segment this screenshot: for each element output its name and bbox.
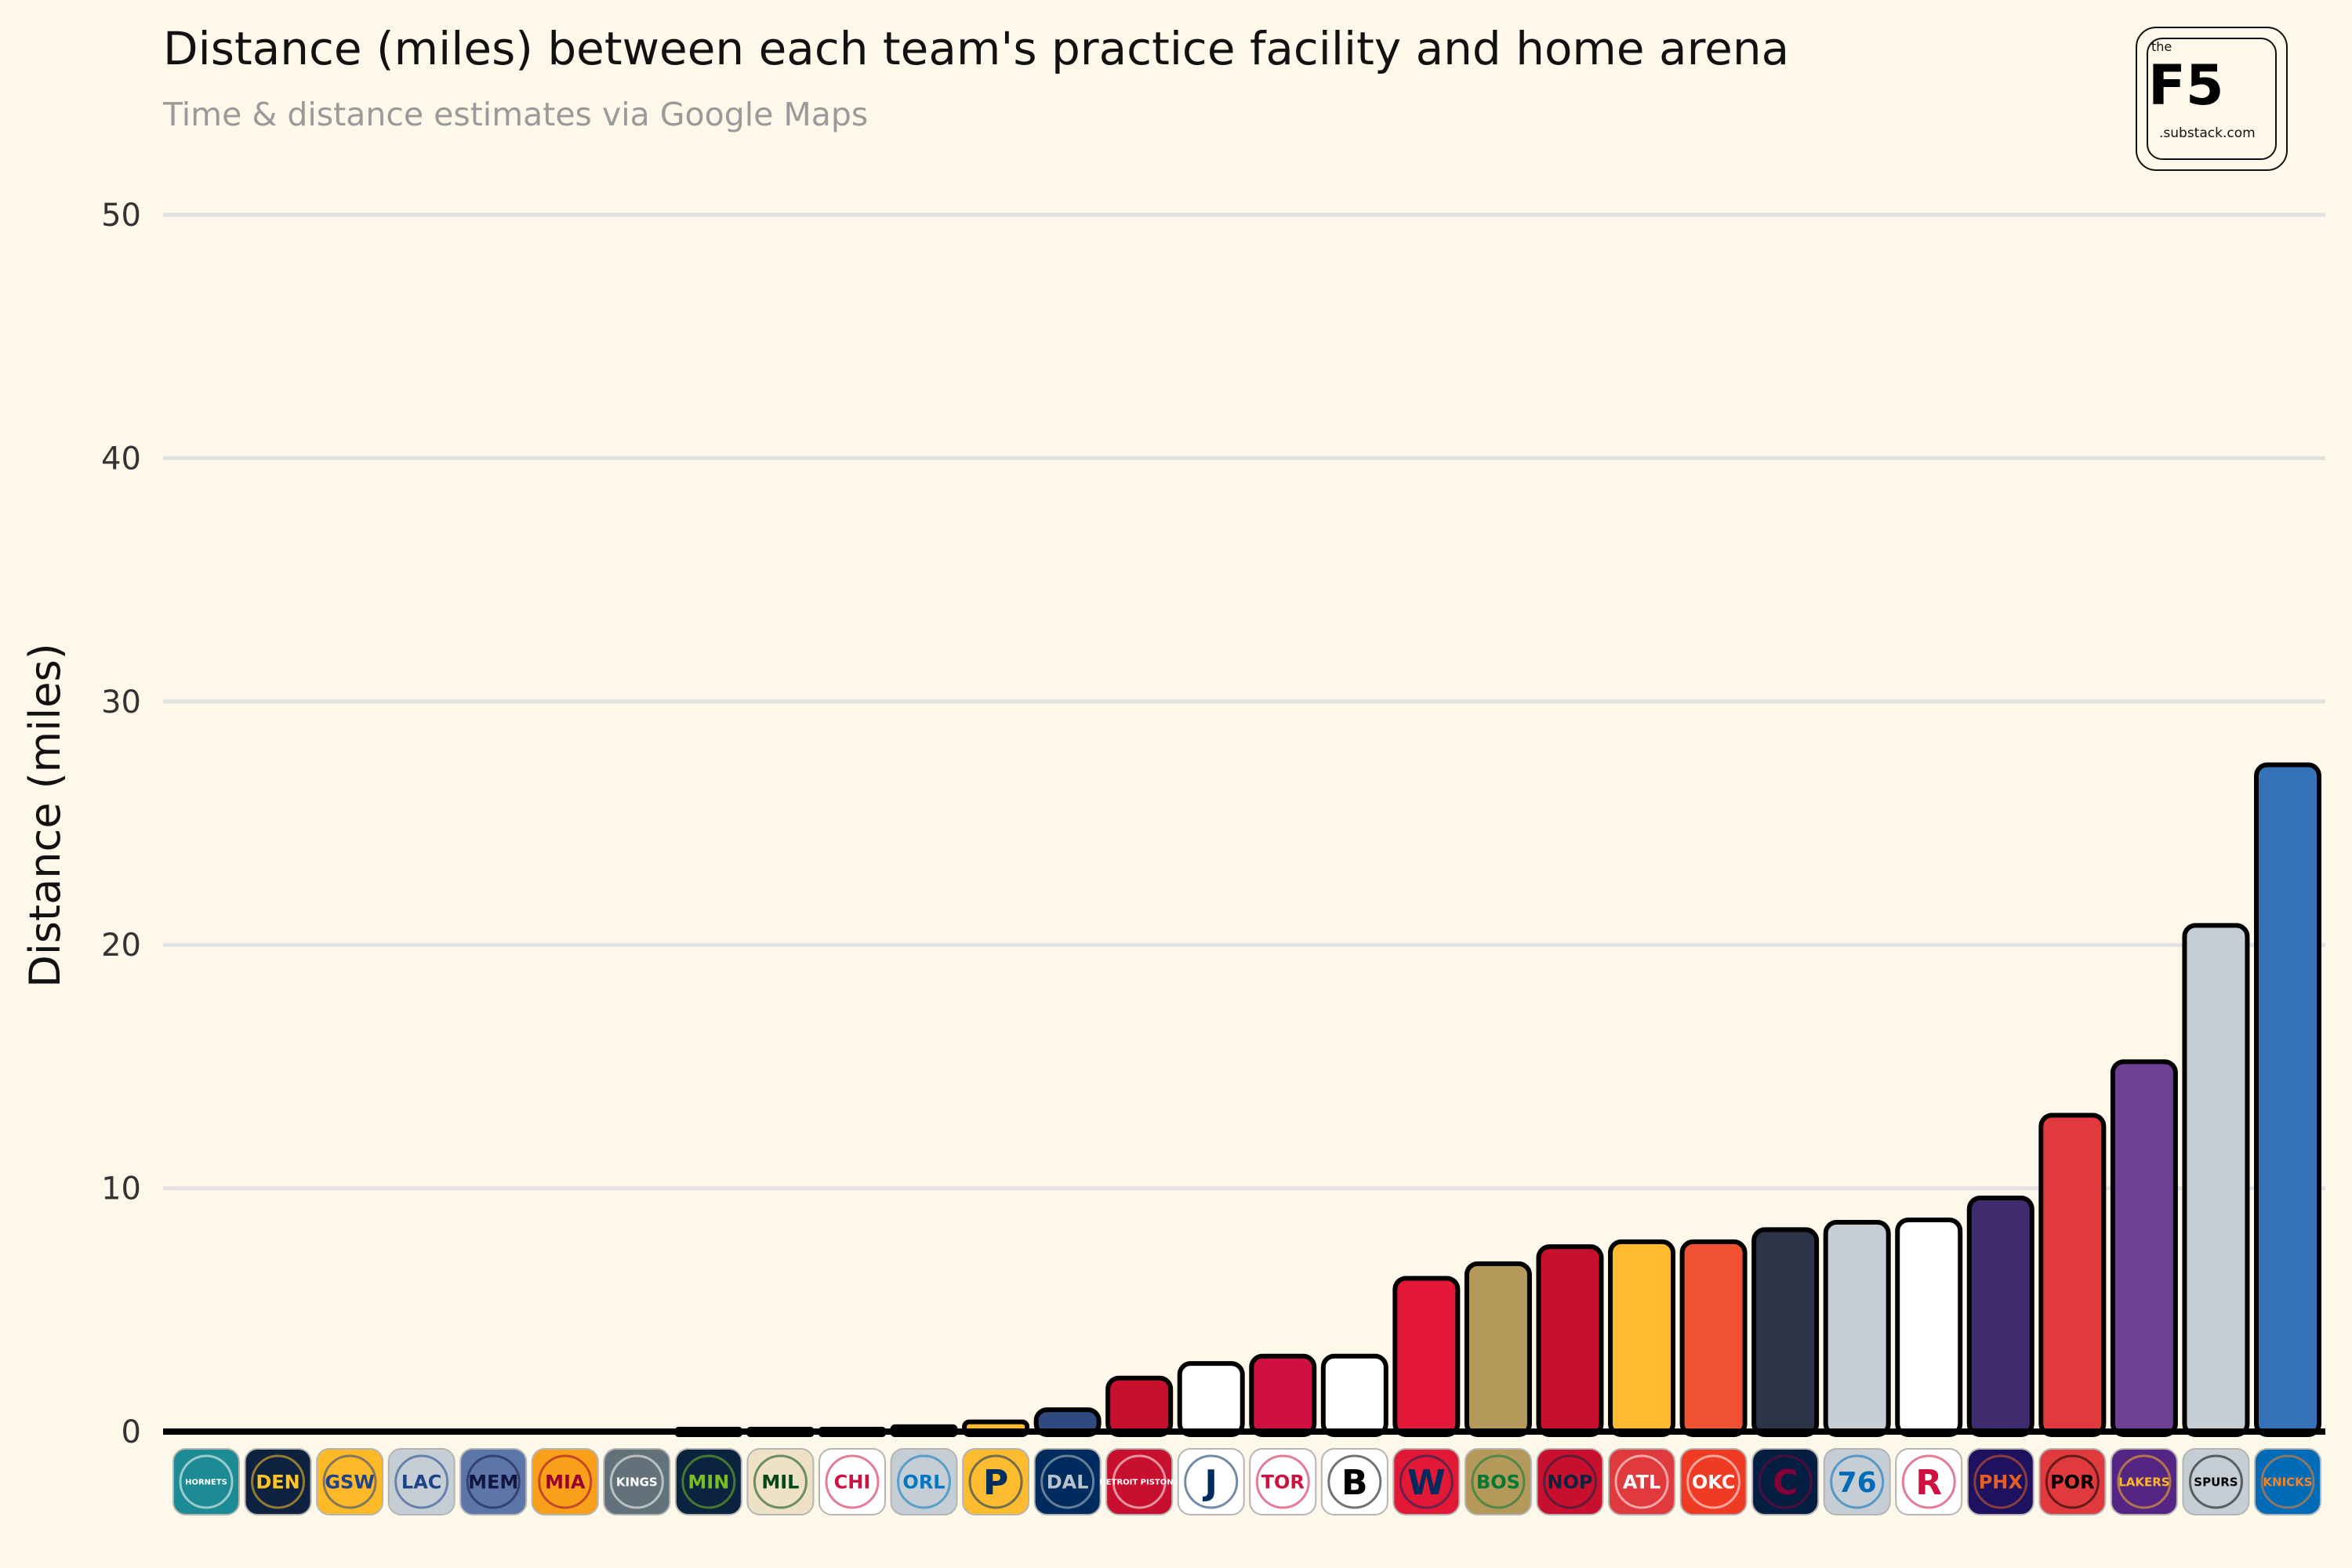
team-logo-text: OKC — [1692, 1472, 1736, 1494]
team-logo-text: J — [1203, 1463, 1218, 1503]
f5-substack-logo: the F5 .substack.com — [2136, 27, 2288, 171]
team-logo-text: W — [1407, 1463, 1446, 1503]
y-tick-label: 30 — [101, 684, 141, 720]
team-logo-text: GSW — [325, 1472, 374, 1494]
team-logo-text: B — [1341, 1463, 1368, 1503]
grizzlies-logo: MEM — [459, 1448, 528, 1515]
team-logo-text: C — [1773, 1463, 1798, 1503]
team-logo-text: DEN — [256, 1472, 299, 1494]
clippers-logo: LAC — [387, 1448, 456, 1515]
team-logo-text: PHX — [1979, 1472, 2024, 1494]
team-logo-text: R — [1915, 1463, 1942, 1503]
bar-raptors — [1249, 1353, 1317, 1437]
nets-logo: B — [1320, 1448, 1388, 1515]
suns-logo: PHX — [1966, 1448, 2034, 1515]
sixers-logo: 76 — [1823, 1448, 1891, 1515]
team-logo-text: KNICKS — [2263, 1475, 2312, 1489]
pacers-logo: P — [962, 1448, 1030, 1515]
team-logo-text: CHI — [834, 1472, 871, 1494]
y-axis-ticks: 0 10 20 30 40 50 — [101, 198, 141, 1450]
bar-celtics — [1464, 1261, 1532, 1437]
bar-nets — [1320, 1353, 1388, 1437]
raptors-logo: TOR — [1249, 1448, 1317, 1515]
y-tick-label: 10 — [101, 1171, 141, 1207]
team-logo-text: ATL — [1623, 1472, 1661, 1494]
kings-logo: KINGS — [603, 1448, 671, 1515]
bar-trail-blazers — [2038, 1112, 2107, 1437]
bar-jazz — [1177, 1361, 1245, 1438]
mavericks-logo: DAL — [1033, 1448, 1102, 1515]
bar-knicks — [2254, 762, 2321, 1437]
bucks-logo: MIL — [746, 1448, 815, 1515]
bar-lakers — [2110, 1059, 2178, 1438]
team-logos: HORNETS DEN GSW LAC MEM MIA KINGS MIN MIL CHI ORL P… — [172, 1448, 2321, 1515]
logo-domain-text: .substack.com — [2159, 125, 2256, 141]
heat-logo: MIA — [531, 1448, 599, 1515]
team-logo-text: MIN — [688, 1472, 729, 1494]
chart-subtitle: Time & distance estimates via Google Map… — [163, 96, 869, 133]
warriors-logo: GSW — [316, 1448, 384, 1515]
team-logo-text: DETROIT PISTONS — [1100, 1479, 1179, 1487]
team-logo-text: KINGS — [616, 1475, 658, 1489]
bar-pistons — [1105, 1375, 1174, 1438]
bar-spurs — [2182, 923, 2250, 1438]
bar-thunder — [1679, 1239, 1748, 1437]
jazz-logo: J — [1177, 1448, 1245, 1515]
y-tick-label: 0 — [122, 1414, 141, 1450]
wizards-logo: W — [1392, 1448, 1461, 1515]
logo-big-text: F5 — [2148, 53, 2224, 118]
bar-cavaliers — [1751, 1227, 1820, 1438]
y-axis-label: Distance (miles) — [20, 643, 70, 987]
team-logo-text: BOS — [1476, 1472, 1520, 1494]
lakers-logo: LAKERS — [2110, 1448, 2178, 1515]
rockets-logo: R — [1895, 1448, 1963, 1515]
chart-title: Distance (miles) between each team's pra… — [163, 22, 1790, 75]
bar-76ers — [1823, 1220, 1891, 1438]
bar-pelicans — [1536, 1244, 1604, 1437]
hornets-logo: HORNETS — [172, 1448, 240, 1515]
bulls-logo: CHI — [818, 1448, 886, 1515]
trailblazers-logo: POR — [2038, 1448, 2107, 1515]
bar-rockets — [1895, 1217, 1963, 1438]
team-logo-text: POR — [2050, 1472, 2094, 1494]
team-logo-text: P — [983, 1463, 1008, 1503]
team-logo-text: HORNETS — [185, 1479, 227, 1487]
team-logo-text: LAKERS — [2118, 1475, 2169, 1489]
hawks-logo: ATL — [1608, 1448, 1676, 1515]
thunder-logo: OKC — [1679, 1448, 1748, 1515]
team-logo-text: SPURS — [2194, 1475, 2238, 1489]
knicks-logo: KNICKS — [2254, 1448, 2321, 1515]
bars — [674, 762, 2321, 1438]
timberwolves-logo: MIN — [674, 1448, 742, 1515]
team-logo-text: MIL — [761, 1472, 799, 1494]
gridlines — [163, 212, 2325, 1191]
team-logo-text: 76 — [1838, 1467, 1877, 1499]
y-tick-label: 50 — [101, 198, 141, 234]
team-logo-text: ORL — [902, 1472, 945, 1494]
team-logo-text: TOR — [1261, 1472, 1305, 1494]
bar-wizards — [1392, 1276, 1461, 1437]
bar-hawks — [1608, 1239, 1676, 1437]
y-tick-label: 20 — [101, 927, 141, 964]
bar-suns — [1966, 1196, 2034, 1437]
pistons-logo: DETROIT PISTONS — [1100, 1448, 1179, 1515]
team-logo-text: MEM — [468, 1472, 518, 1494]
nuggets-logo: DEN — [244, 1448, 312, 1515]
spurs-logo: SPURS — [2182, 1448, 2250, 1515]
logo-small-text: the — [2151, 39, 2172, 54]
team-logo-text: MIA — [545, 1472, 586, 1494]
magic-logo: ORL — [890, 1448, 958, 1515]
pelicans-logo: NOP — [1536, 1448, 1604, 1515]
celtics-logo: BOS — [1464, 1448, 1532, 1515]
team-logo-text: LAC — [401, 1472, 441, 1494]
team-logo-text: DAL — [1047, 1472, 1089, 1494]
team-logo-text: NOP — [1547, 1472, 1592, 1494]
y-tick-label: 40 — [101, 441, 141, 477]
cavaliers-logo: C — [1751, 1448, 1820, 1515]
